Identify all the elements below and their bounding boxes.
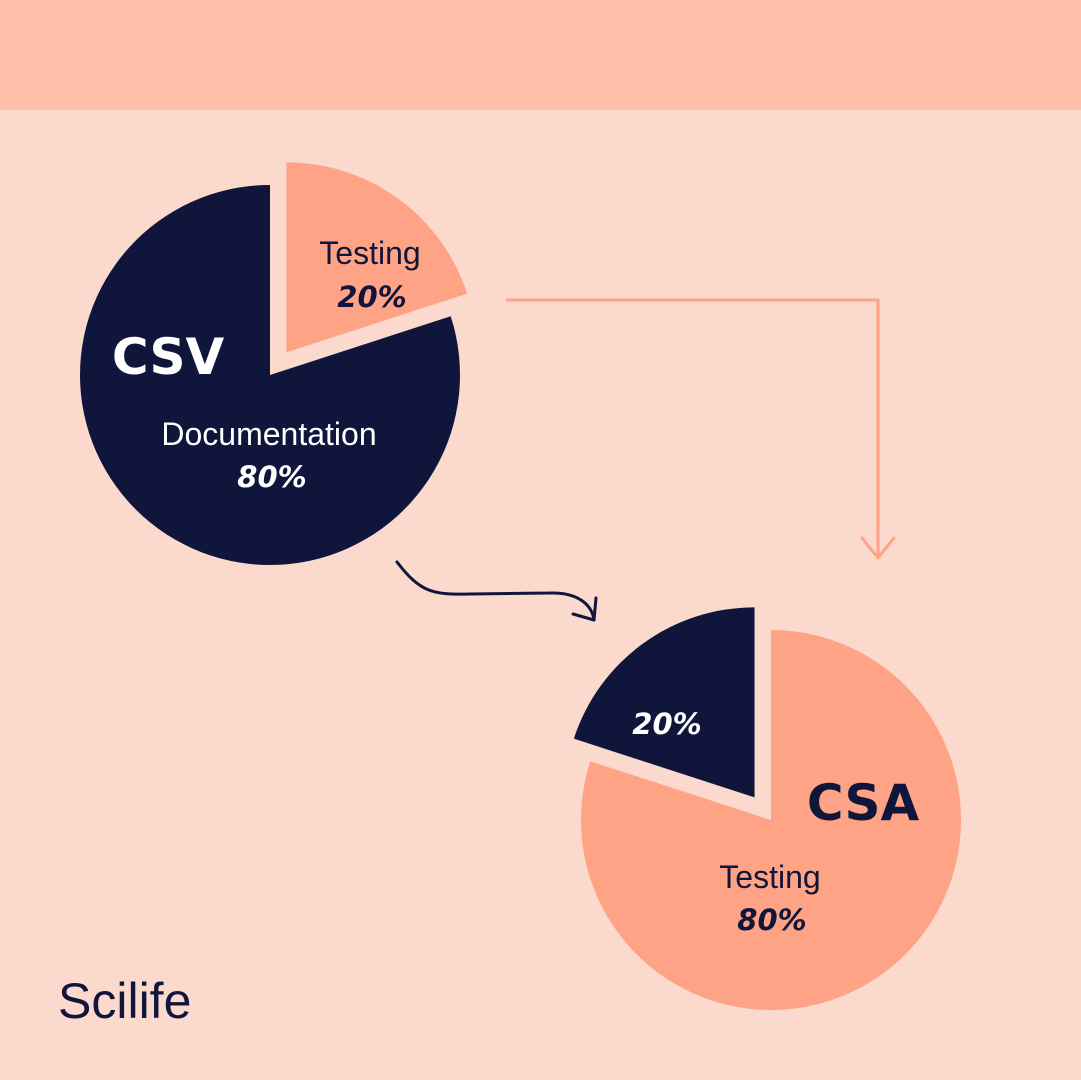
pie-slice-csa-testing — [580, 630, 962, 1010]
top-banner — [0, 0, 1081, 110]
pie-slice-csv-testing — [286, 162, 468, 353]
brand-logo: Scilife — [58, 973, 191, 1029]
slice-label-csv-documentation: Documentation — [161, 416, 376, 452]
slice-label-csa-testing: Testing — [719, 859, 820, 895]
csa-chart: 20% CSA Testing 80% — [573, 607, 962, 1010]
pie-slice-csv-documentation — [80, 185, 461, 565]
slice-value-csa-documentation: 20% — [632, 707, 701, 741]
chart-title-csv: CSV — [112, 328, 225, 386]
slice-value-csv-testing: 20% — [337, 280, 406, 314]
slice-value-csv-documentation: 80% — [237, 460, 306, 494]
chart-title-csa: CSA — [807, 774, 920, 832]
pie-slice-csa-documentation — [573, 607, 755, 798]
slice-label-csv-testing: Testing — [319, 235, 420, 271]
arrow-testing-to-csa — [506, 298, 896, 560]
slice-value-csa-testing: 80% — [737, 903, 806, 937]
arrow-documentation-to-csa — [395, 560, 598, 622]
csv-chart: CSV Testing 20% Documentation 80% — [80, 162, 468, 565]
